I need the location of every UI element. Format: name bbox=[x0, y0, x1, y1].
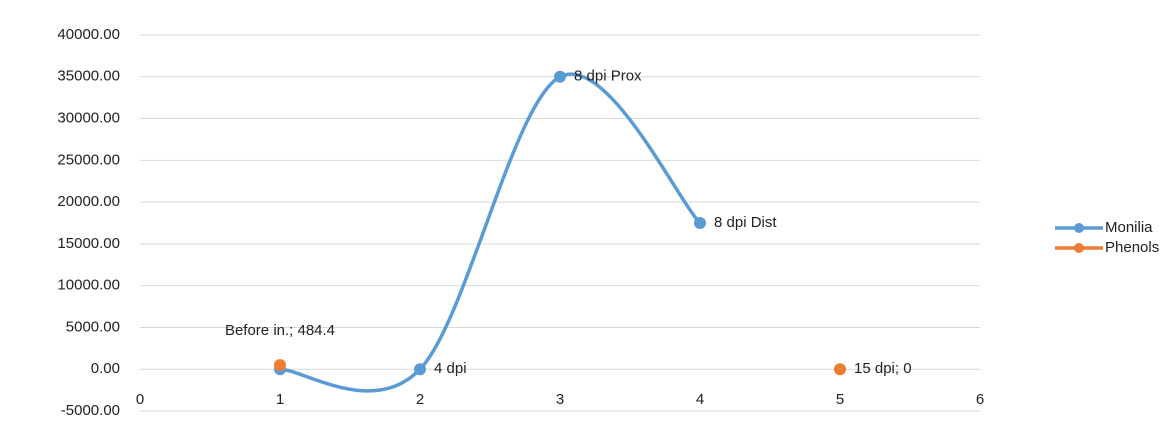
x-tick-label: 4 bbox=[696, 391, 704, 408]
y-tick-label: 40000.00 bbox=[57, 26, 120, 43]
data-point bbox=[694, 217, 706, 229]
legend-label: Phenols bbox=[1105, 239, 1159, 256]
legend-marker bbox=[1074, 223, 1084, 233]
y-tick-label: 10000.00 bbox=[57, 277, 120, 294]
data-label: 4 dpi bbox=[434, 360, 467, 377]
x-tick-label: 5 bbox=[836, 391, 844, 408]
y-tick-label: 35000.00 bbox=[57, 68, 120, 85]
y-tick-label: 5000.00 bbox=[66, 318, 120, 335]
data-label: 15 dpi; 0 bbox=[854, 360, 912, 377]
legend-marker bbox=[1074, 243, 1084, 253]
y-tick-label: 20000.00 bbox=[57, 193, 120, 210]
data-point bbox=[834, 363, 846, 376]
y-tick-label: -5000.00 bbox=[61, 402, 120, 419]
data-label: Before in.; 484.4 bbox=[225, 322, 335, 339]
x-tick-label: 3 bbox=[556, 391, 564, 408]
y-tick-label: 0.00 bbox=[91, 360, 120, 377]
data-label: 8 dpi Prox bbox=[574, 68, 642, 85]
data-label: 8 dpi Dist bbox=[714, 214, 777, 231]
x-tick-label: 2 bbox=[416, 391, 424, 408]
data-point bbox=[554, 70, 566, 83]
x-tick-label: 1 bbox=[276, 391, 284, 408]
y-tick-label: 30000.00 bbox=[57, 110, 120, 127]
y-tick-label: 25000.00 bbox=[57, 151, 120, 168]
series-line bbox=[278, 72, 702, 393]
data-point bbox=[274, 359, 286, 372]
data-point bbox=[414, 363, 426, 376]
legend-label: Monilia bbox=[1105, 219, 1153, 236]
x-tick-label: 6 bbox=[976, 391, 984, 408]
y-tick-label: 15000.00 bbox=[57, 235, 120, 252]
x-tick-label: 0 bbox=[136, 391, 144, 408]
